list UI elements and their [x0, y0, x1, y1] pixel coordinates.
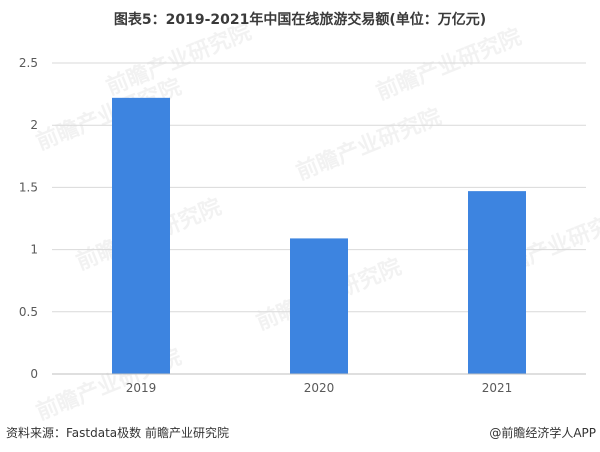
chart-title: 图表5：2019-2021年中国在线旅游交易额(单位：万亿元): [113, 12, 487, 28]
y-tick-label: 1.5: [19, 180, 38, 194]
source-note: 资料来源：Fastdata极数 前瞻产业研究院: [6, 426, 229, 440]
bar-2021: [468, 191, 526, 374]
x-tick-label: 2020: [304, 381, 335, 395]
bar-2019: [112, 97, 170, 374]
x-tick-label: 2021: [482, 381, 513, 395]
y-tick-label: 0.5: [19, 305, 38, 319]
bar-series: [112, 97, 526, 374]
y-tick-label: 1: [30, 243, 38, 257]
x-axis-ticks: 2019 2020 2021: [126, 381, 513, 395]
watermark-text: 前瞻产业研究院: [293, 104, 446, 186]
y-tick-label: 2.5: [19, 56, 38, 70]
credit-note: @前瞻经济学人APP: [489, 426, 596, 440]
y-tick-label: 2: [30, 118, 38, 132]
footer: 资料来源：Fastdata极数 前瞻产业研究院 @前瞻经济学人APP: [0, 424, 600, 446]
y-tick-label: 0: [30, 367, 38, 381]
bar-2020: [290, 238, 348, 374]
y-axis-ticks: 0 0.5 1 1.5 2 2.5: [19, 56, 38, 381]
x-tick-label: 2019: [126, 381, 157, 395]
watermark-text: 前瞻产业研究院: [373, 24, 526, 106]
